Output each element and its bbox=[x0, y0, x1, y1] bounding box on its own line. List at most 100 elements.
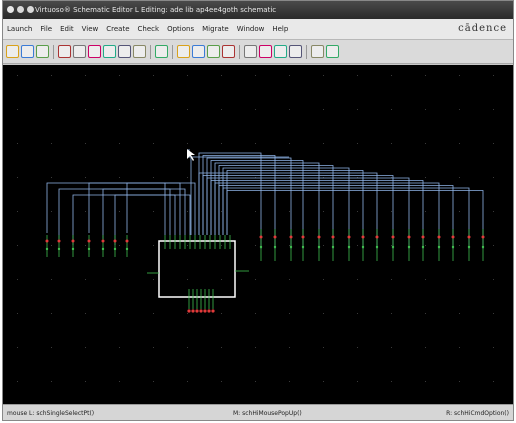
menu-options[interactable]: Options bbox=[167, 25, 195, 33]
menu-launch[interactable]: Launch bbox=[7, 25, 33, 33]
pin-label-marker bbox=[375, 235, 379, 239]
pin-label-marker bbox=[317, 235, 321, 239]
grid-dot bbox=[425, 381, 426, 382]
pin-label-marker bbox=[331, 235, 335, 239]
pin-label-marker bbox=[301, 235, 305, 239]
wire[interactable] bbox=[198, 172, 378, 249]
grid-dot bbox=[51, 75, 52, 76]
title-bar: Virtuoso® Schematic Editor L Editing: ad… bbox=[3, 1, 513, 19]
grid-dot bbox=[51, 313, 52, 314]
property-icon[interactable] bbox=[155, 45, 168, 58]
wire[interactable] bbox=[102, 188, 186, 239]
status-bar: mouse L: schSingleSelectPt() M: schHiMou… bbox=[3, 404, 513, 420]
redo-icon[interactable] bbox=[133, 45, 146, 58]
minimize-icon[interactable] bbox=[17, 6, 24, 13]
wire[interactable] bbox=[114, 194, 191, 245]
pin-label-marker bbox=[259, 235, 263, 239]
grid-dot bbox=[323, 347, 324, 348]
grid-dot bbox=[85, 177, 86, 178]
pin-terminal bbox=[301, 245, 305, 249]
pin-icon[interactable] bbox=[274, 45, 287, 58]
pin-terminal bbox=[391, 245, 395, 249]
delete-icon[interactable] bbox=[103, 45, 116, 58]
grid-dot bbox=[493, 75, 494, 76]
grid-dot bbox=[255, 75, 256, 76]
menu-window[interactable]: Window bbox=[236, 25, 265, 33]
zoom-in-icon[interactable] bbox=[192, 45, 205, 58]
wire[interactable] bbox=[222, 187, 470, 249]
save-icon[interactable] bbox=[21, 45, 34, 58]
wire-icon[interactable] bbox=[259, 45, 272, 58]
close-icon[interactable] bbox=[7, 6, 14, 13]
menu-file[interactable]: File bbox=[40, 25, 53, 33]
copy-icon[interactable] bbox=[73, 45, 86, 58]
wire[interactable] bbox=[210, 180, 424, 250]
wire[interactable] bbox=[198, 152, 262, 249]
move-icon[interactable] bbox=[58, 45, 71, 58]
pin-terminal bbox=[45, 247, 49, 251]
instance-icon[interactable] bbox=[244, 45, 257, 58]
wire[interactable] bbox=[226, 190, 484, 250]
zoom-out-icon[interactable] bbox=[207, 45, 220, 58]
pin-terminal bbox=[437, 245, 441, 249]
pin-terminal bbox=[331, 245, 335, 249]
grid-dot bbox=[255, 109, 256, 110]
status-middle-mouse: M: schHiMousePopUp() bbox=[233, 410, 302, 417]
grid-dot bbox=[391, 177, 392, 178]
grid-dot bbox=[391, 245, 392, 246]
menu-check[interactable]: Check bbox=[137, 25, 160, 33]
new-icon[interactable] bbox=[6, 45, 19, 58]
grid-dot bbox=[51, 279, 52, 280]
grid-dot bbox=[391, 109, 392, 110]
grid-dot bbox=[493, 143, 494, 144]
grid-dot bbox=[425, 75, 426, 76]
menu-view[interactable]: View bbox=[81, 25, 99, 33]
instance-symbol[interactable] bbox=[158, 240, 236, 298]
grid-dot bbox=[391, 143, 392, 144]
grid-dot bbox=[187, 279, 188, 280]
pin-terminal bbox=[347, 245, 351, 249]
wire[interactable] bbox=[214, 182, 440, 249]
save-as-icon[interactable] bbox=[36, 45, 49, 58]
grid-dot bbox=[289, 177, 290, 178]
grid-dot bbox=[17, 143, 18, 144]
schematic-drawing[interactable] bbox=[3, 65, 514, 404]
wire[interactable] bbox=[72, 194, 176, 245]
check-save-icon[interactable] bbox=[311, 45, 324, 58]
wire[interactable] bbox=[126, 182, 196, 235]
zoom-area-icon[interactable] bbox=[222, 45, 235, 58]
pin-label-marker bbox=[437, 235, 441, 239]
undo-icon[interactable] bbox=[118, 45, 131, 58]
pin-label-marker bbox=[57, 239, 61, 243]
wire[interactable] bbox=[202, 155, 276, 250]
grid-dot bbox=[187, 347, 188, 348]
wire[interactable] bbox=[202, 175, 394, 250]
menu-help[interactable]: Help bbox=[272, 25, 289, 33]
grid-dot bbox=[425, 245, 426, 246]
menu-edit[interactable]: Edit bbox=[60, 25, 74, 33]
wire[interactable] bbox=[46, 182, 166, 235]
schematic-canvas[interactable] bbox=[3, 65, 513, 404]
grid-dot bbox=[323, 75, 324, 76]
wire[interactable] bbox=[218, 185, 454, 250]
stretch-icon[interactable] bbox=[88, 45, 101, 58]
pin-label-marker bbox=[391, 235, 395, 239]
menu-bar: Launch File Edit View Create Check Optio… bbox=[3, 19, 513, 40]
grid-dot bbox=[85, 279, 86, 280]
wire[interactable] bbox=[206, 177, 410, 249]
menu-migrate[interactable]: Migrate bbox=[202, 25, 229, 33]
grid-dot bbox=[17, 177, 18, 178]
grid-dot bbox=[425, 177, 426, 178]
help-icon[interactable] bbox=[326, 45, 339, 58]
toolbar-separator bbox=[306, 44, 307, 59]
grid-dot bbox=[289, 109, 290, 110]
maximize-icon[interactable] bbox=[27, 6, 34, 13]
zoom-fit-icon[interactable] bbox=[177, 45, 190, 58]
grid-dot bbox=[289, 381, 290, 382]
label-icon[interactable] bbox=[289, 45, 302, 58]
wire[interactable] bbox=[58, 188, 171, 239]
grid-dot bbox=[289, 75, 290, 76]
wire[interactable] bbox=[226, 170, 364, 250]
grid-dot bbox=[323, 177, 324, 178]
menu-create[interactable]: Create bbox=[106, 25, 130, 33]
